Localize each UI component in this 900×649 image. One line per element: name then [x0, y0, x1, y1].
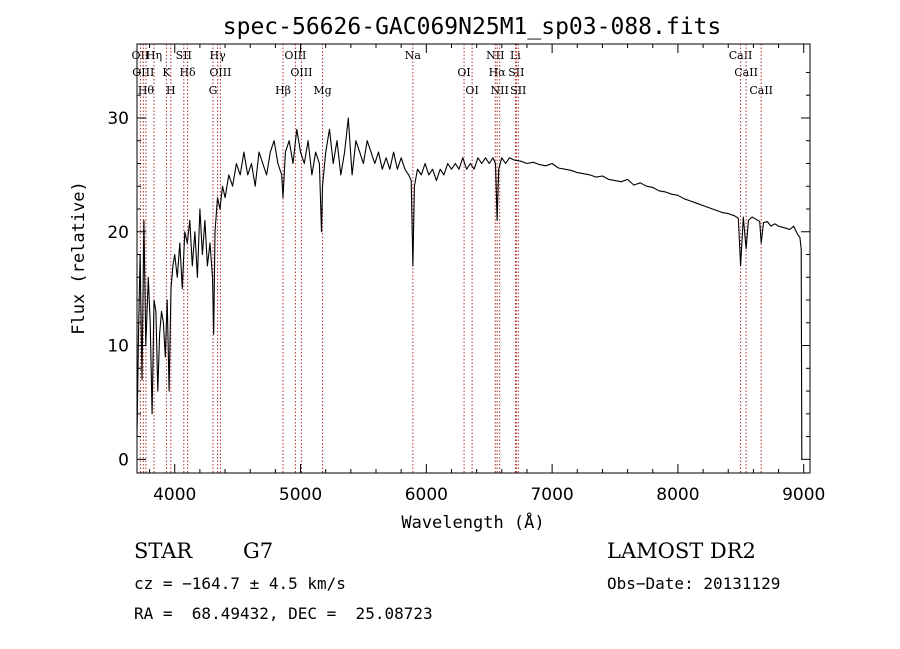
line-marker-label: OIII: [132, 66, 154, 79]
line-marker-label: CaII: [729, 49, 753, 62]
line-marker-label: Hη: [146, 49, 162, 62]
line-marker-label: Mg: [313, 84, 331, 97]
survey-name: LAMOST DR2: [607, 539, 756, 563]
x-tick-label: 5000: [279, 485, 322, 505]
line-marker-label: CaII: [749, 84, 773, 97]
line-marker-label: SII: [510, 84, 526, 97]
line-marker-label: OIII: [290, 66, 312, 79]
y-tick-label: 20: [107, 223, 129, 243]
line-marker-label: Hβ: [275, 84, 291, 97]
line-marker-label: Hθ: [138, 84, 155, 97]
object-class: STAR: [134, 539, 193, 563]
spectrum-series: [136, 117, 803, 460]
line-marker-label: NII: [491, 84, 509, 97]
x-tick-label: 8000: [656, 485, 699, 505]
line-marker-label: OII: [132, 49, 150, 62]
line-marker-label: Na: [405, 49, 422, 62]
line-marker-label: NII: [486, 49, 504, 62]
redshift: cz = −164.7 ± 4.5 km/s: [134, 574, 346, 593]
line-marker-label: H: [166, 84, 176, 97]
x-tick-label: 4000: [153, 485, 196, 505]
line-marker-label: K: [162, 66, 171, 79]
line-marker-label: SII: [508, 66, 524, 79]
y-tick-label: 0: [118, 450, 129, 470]
line-markers: OIIOIIIHθHηKHSIIHδGHγOIIIHβOIIIOIIIMgNaO…: [132, 44, 773, 473]
x-tick-label: 9000: [782, 485, 825, 505]
line-marker-label: SII: [176, 49, 192, 62]
chart-title: spec-56626-GAC069N25M1_sp03-088.fits: [223, 14, 722, 40]
x-axis-label: Wavelength (Å): [401, 511, 544, 533]
line-marker-label: OI: [465, 84, 478, 97]
axes: 4000 5000 6000 7000 8000 9000 0 10 20 30: [107, 44, 825, 505]
coordinates: RA = 68.49432, DEC = 25.08723: [134, 604, 433, 623]
line-marker-label: Li: [510, 49, 521, 62]
y-tick-label: 30: [107, 109, 129, 129]
spectrum-line: [136, 117, 803, 460]
line-marker-label: Hα: [489, 66, 507, 79]
line-marker-label: OIII: [209, 66, 231, 79]
line-marker-label: Hγ: [210, 49, 227, 62]
line-marker-label: OI: [457, 66, 470, 79]
line-marker-label: OIII: [284, 49, 306, 62]
plot-frame: [136, 43, 811, 474]
line-marker-label: Hδ: [179, 66, 196, 79]
obs-date: Obs−Date: 20131129: [607, 574, 781, 593]
line-marker-label: G: [209, 84, 218, 97]
line-marker-label: CaII: [734, 66, 758, 79]
x-tick-label: 6000: [405, 485, 448, 505]
y-axis-label: Flux (relative): [69, 181, 89, 335]
x-tick-label: 7000: [530, 485, 573, 505]
subclass: G7: [243, 539, 274, 563]
y-tick-label: 10: [107, 337, 129, 357]
